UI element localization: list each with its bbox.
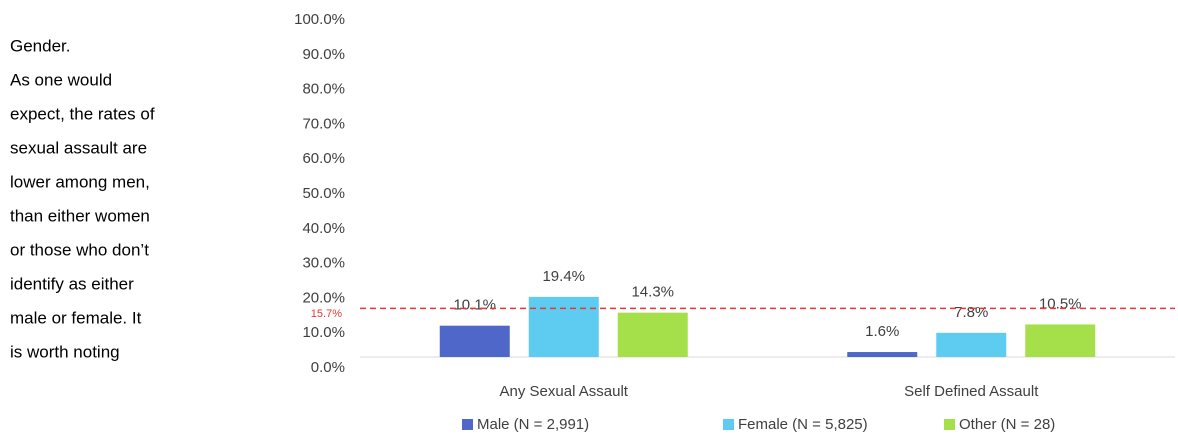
paragraph-line: As one would: [10, 70, 112, 89]
paragraph-line: lower among men,: [10, 172, 150, 191]
paragraph-line: expect, the rates of: [10, 104, 155, 123]
paragraph-line: is worth noting: [10, 342, 120, 361]
legend-swatch: [462, 419, 473, 430]
paragraph-line: than either women: [10, 206, 150, 225]
data-label: 1.6%: [865, 323, 899, 340]
y-tick-label: 20.0%: [302, 289, 345, 306]
data-label: 14.3%: [631, 284, 674, 301]
x-tick-label: Self Defined Assault: [904, 383, 1039, 400]
y-tick-label: 90.0%: [302, 46, 345, 63]
y-tick-label: 100.0%: [294, 11, 345, 28]
paragraph-line: male or female. It: [10, 308, 142, 327]
y-tick-label: 10.0%: [302, 324, 345, 341]
y-tick-label: 70.0%: [302, 115, 345, 132]
y-tick-label: 80.0%: [302, 81, 345, 98]
bar: [1025, 324, 1096, 357]
y-tick-label: 60.0%: [302, 150, 345, 167]
bar: [528, 296, 599, 357]
paragraph-line: Gender.: [10, 36, 71, 55]
data-label: 7.8%: [954, 304, 988, 321]
bar: [439, 325, 510, 357]
data-label: 19.4%: [542, 268, 585, 285]
legend-label: Male (N = 2,991): [477, 416, 589, 433]
legend-swatch: [723, 419, 734, 430]
bar: [847, 352, 918, 357]
legend-label: Female (N = 5,825): [738, 416, 868, 433]
data-label: 10.1%: [453, 297, 496, 314]
paragraph-line: sexual assault are: [10, 138, 147, 157]
y-tick-label: 0.0%: [311, 359, 345, 376]
data-label: 10.5%: [1039, 295, 1082, 312]
paragraph-line: or those who don’t: [10, 240, 149, 259]
y-tick-label: 50.0%: [302, 185, 345, 202]
legend-swatch: [944, 419, 955, 430]
legend-label: Other (N = 28): [959, 416, 1055, 433]
y-tick-label: 30.0%: [302, 255, 345, 272]
bar: [936, 332, 1007, 357]
y-tick-label: 40.0%: [302, 220, 345, 237]
x-tick-label: Any Sexual Assault: [500, 383, 629, 400]
paragraph-line: identify as either: [10, 274, 134, 293]
reference-label: 15.7%: [311, 308, 342, 320]
bar: [617, 312, 688, 357]
